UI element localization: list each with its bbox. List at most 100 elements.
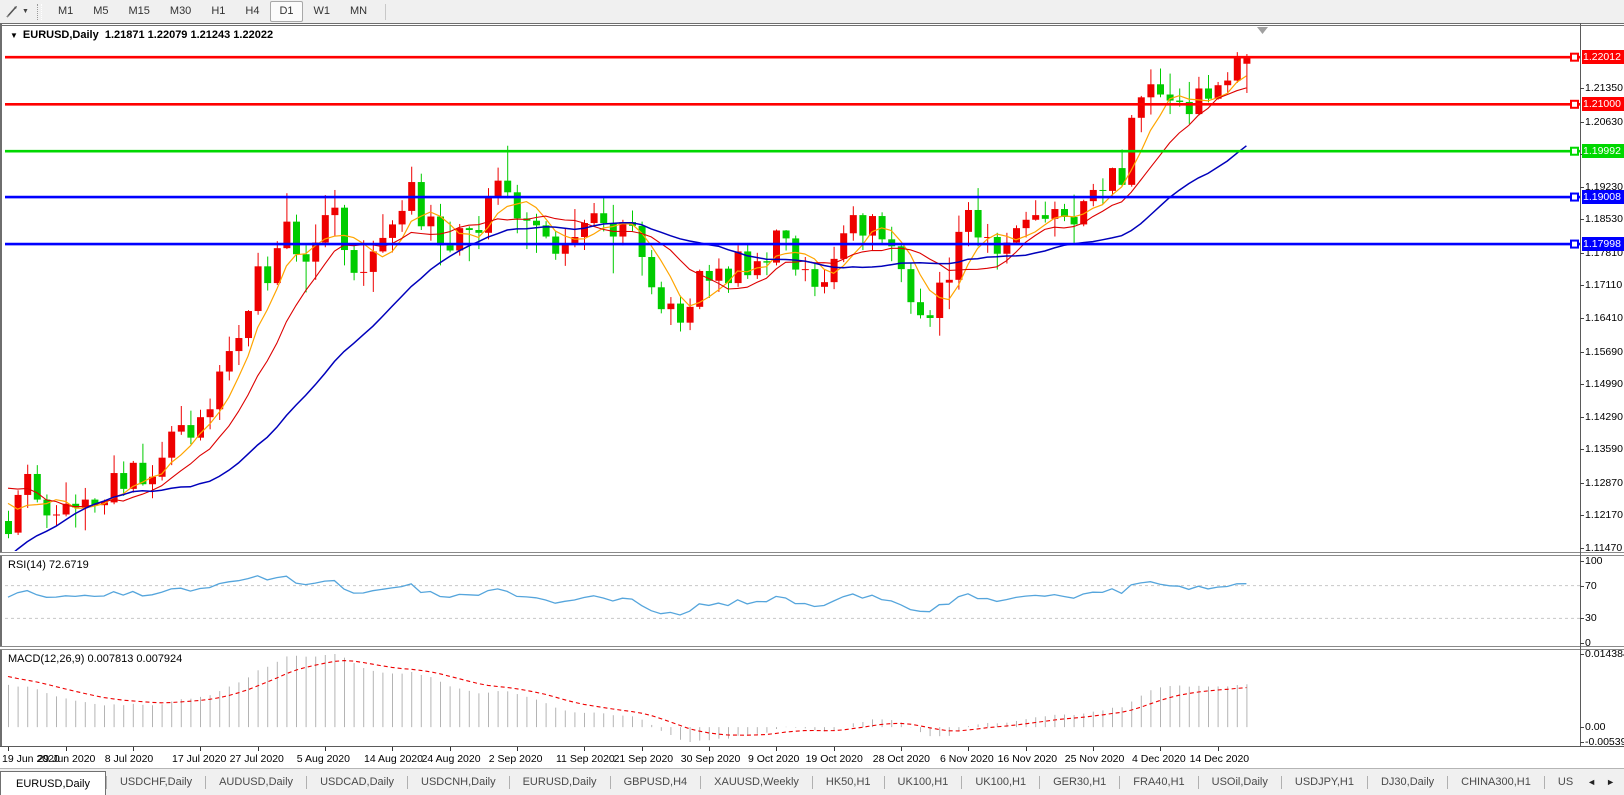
- candle-body: [427, 216, 435, 227]
- timeframe-button-m15[interactable]: M15: [128, 5, 150, 17]
- macd-axis-label: 0.00: [1579, 721, 1606, 734]
- pane-separator[interactable]: [0, 552, 1624, 556]
- timeframe-button-h4[interactable]: H4: [245, 5, 260, 17]
- candle-body: [811, 269, 819, 287]
- candle-body: [475, 230, 483, 233]
- tab-divider: [508, 775, 510, 789]
- chevron-down-icon: ▼: [22, 8, 29, 15]
- date-tick-mark: [776, 747, 777, 751]
- candle-body: [465, 228, 473, 231]
- chart-tab-usdjpy-h1[interactable]: USDJPY,H1: [1294, 776, 1354, 788]
- candle-body: [369, 251, 377, 272]
- tab-divider: [1119, 775, 1121, 789]
- toolbar-separator: [385, 3, 387, 20]
- date-tick-mark: [200, 747, 201, 751]
- chart-tab-china300-h1[interactable]: CHINA300,H1: [1461, 776, 1531, 788]
- date-tick-label: 30 Sep 2020: [680, 753, 741, 765]
- rsi-line: [7, 575, 1247, 616]
- timeframe-button-d1[interactable]: D1: [270, 1, 303, 22]
- macd-indicator-pane[interactable]: [0, 650, 1624, 746]
- timeframe-button-mn[interactable]: MN: [350, 5, 368, 17]
- candle-body: [312, 242, 320, 262]
- timeframe-button-m5[interactable]: M5: [93, 5, 109, 17]
- chart-tab-us[interactable]: US: [1557, 776, 1574, 788]
- candle-body: [129, 462, 137, 489]
- chart-tab-usdchf-daily[interactable]: USDCHF,Daily: [119, 776, 193, 788]
- candle-body: [302, 254, 310, 262]
- candle-body: [840, 233, 848, 259]
- date-tick-mark: [584, 747, 585, 751]
- moving-average-25: [14, 145, 1247, 551]
- candle-body: [821, 282, 828, 287]
- chart-tab-xauusd-weekly[interactable]: XAUUSD,Weekly: [714, 776, 799, 788]
- candle-body: [120, 473, 128, 489]
- candle-body: [446, 245, 454, 251]
- candle-body: [33, 473, 41, 500]
- price-tick-label: 1.14290: [1580, 410, 1623, 423]
- level-line-handle[interactable]: [1570, 99, 1579, 109]
- candle-body: [1070, 216, 1078, 225]
- chart-tab-eurusd-daily[interactable]: EURUSD,Daily: [0, 771, 106, 795]
- date-tick-mark: [257, 747, 259, 751]
- candle-body: [1109, 168, 1116, 191]
- tab-scroll-left-icon[interactable]: ◄: [1587, 777, 1597, 787]
- candle-body: [91, 499, 99, 506]
- timeframe-button-m30[interactable]: M30: [169, 5, 192, 17]
- title-marker-icon: ▼: [10, 31, 18, 40]
- chart-tab-audusd-daily[interactable]: AUDUSD,Daily: [219, 776, 294, 788]
- candle-body: [945, 279, 953, 283]
- tab-divider: [1447, 775, 1449, 789]
- date-tick-mark: [8, 747, 9, 751]
- macd-axis-label: -0.005396: [1579, 736, 1624, 748]
- tab-scroll-right-icon[interactable]: ►: [1606, 777, 1615, 787]
- chart-ohlc-values: 1.21871 1.22079 1.21243 1.22022: [104, 29, 274, 41]
- chart-tab-eurusd-daily[interactable]: EURUSD,Daily: [522, 776, 597, 788]
- last-bar-marker-icon: [1257, 27, 1268, 34]
- chart-tab-usdcnh-daily[interactable]: USDCNH,Daily: [421, 776, 496, 788]
- candle-body: [225, 351, 233, 372]
- candle-body: [657, 287, 665, 310]
- price-chart-pane[interactable]: [0, 23, 1624, 552]
- candle-body: [849, 215, 857, 234]
- candle-body: [1137, 97, 1145, 118]
- chart-title: ▼ EURUSD,Daily 1.21871 1.22079 1.21243 1.…: [10, 29, 273, 41]
- level-line-handle[interactable]: [1570, 239, 1579, 249]
- chart-tab-usdcad-daily[interactable]: USDCAD,Daily: [320, 776, 395, 788]
- candle-body: [139, 462, 147, 485]
- timeframe-button-w1[interactable]: W1: [313, 5, 331, 17]
- level-price-badge: 1.17998: [1582, 237, 1624, 252]
- timeframe-button-m1[interactable]: M1: [57, 5, 74, 17]
- level-line-handle[interactable]: [1570, 52, 1579, 62]
- pane-separator[interactable]: [0, 646, 1624, 650]
- chart-tab-fra40-h1[interactable]: FRA40,H1: [1133, 776, 1185, 788]
- candle-body: [158, 457, 166, 477]
- chart-tab-hk50-h1[interactable]: HK50,H1: [825, 776, 871, 788]
- toolbar-grip[interactable]: [36, 3, 42, 20]
- chart-tab-uk100-h1[interactable]: UK100,H1: [975, 776, 1027, 788]
- rsi-indicator-pane[interactable]: [0, 556, 1624, 646]
- rsi-label: RSI(14) 72.6719: [8, 559, 89, 571]
- level-price-badge: 1.22012: [1582, 50, 1624, 65]
- price-tick-label: 1.12870: [1580, 476, 1623, 489]
- price-tick-label: 1.13590: [1580, 443, 1623, 456]
- level-line-handle[interactable]: [1570, 192, 1579, 202]
- macd-signal-line: [7, 660, 1247, 736]
- candle-body: [869, 216, 876, 236]
- candle-body: [561, 243, 569, 254]
- date-axis[interactable]: 19 Jun 2020 29 Jun 2020 8 Jul 2020 17 Jul 2…: [0, 746, 1624, 768]
- chart-tab-uk100-h1[interactable]: UK100,H1: [897, 776, 949, 788]
- candle-body: [494, 180, 502, 197]
- candle-body: [245, 311, 252, 339]
- chart-tab-ger30-h1[interactable]: GER30,H1: [1053, 776, 1107, 788]
- chart-cursor-tool-button[interactable]: ▼: [4, 4, 29, 20]
- level-line-handle[interactable]: [1570, 146, 1579, 156]
- chart-tab-dj30-daily[interactable]: DJ30,Daily: [1380, 776, 1435, 788]
- chart-tab-gbpusd-h4[interactable]: GBPUSD,H4: [623, 776, 688, 788]
- candle-body: [1157, 84, 1164, 95]
- candle-body: [177, 425, 185, 432]
- chart-tab-usoil-daily[interactable]: USOil,Daily: [1211, 776, 1268, 788]
- candle-body: [350, 250, 358, 273]
- timeframe-button-h1[interactable]: H1: [211, 5, 226, 17]
- date-tick-label: 4 Dec 2020: [1132, 753, 1186, 765]
- price-tick-label: 1.15690: [1580, 345, 1623, 358]
